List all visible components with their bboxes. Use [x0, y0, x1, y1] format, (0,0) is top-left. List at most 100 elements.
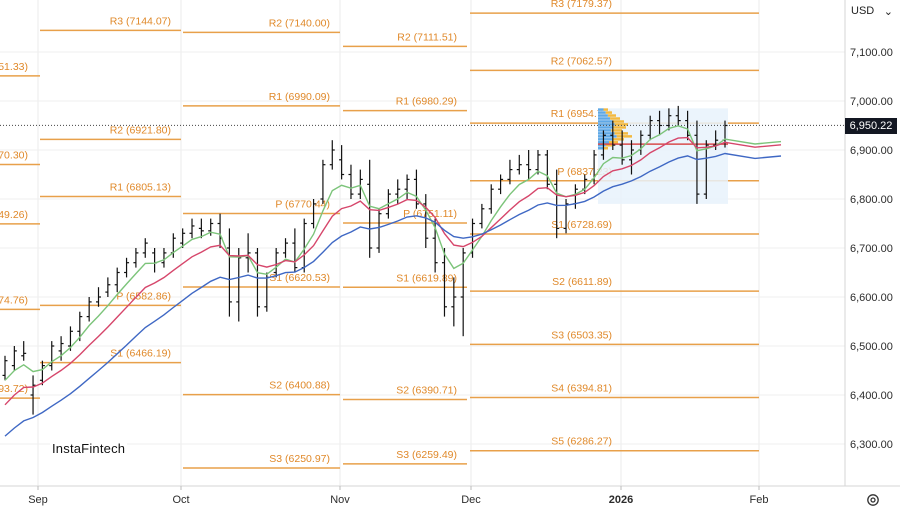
ohlc-bar	[526, 150, 532, 180]
ohlc-bar	[404, 174, 410, 199]
volume-profile-bar-buy	[607, 114, 616, 117]
pivot-label: 51.33)	[0, 61, 28, 73]
settings-gear-icon[interactable]	[866, 493, 880, 507]
moving-average-slow	[4, 152, 782, 437]
pivot-label: R3 (7144.07)	[110, 15, 171, 27]
ohlc-bar	[619, 130, 625, 165]
volume-profile-bar-sell	[598, 132, 615, 135]
y-tick-label: 7,000.00	[850, 96, 893, 108]
ohlc-bar	[39, 360, 45, 386]
ohlc-bar	[535, 150, 541, 175]
volume-profile-bar-sell	[598, 120, 613, 123]
x-tick-label: Nov	[330, 494, 350, 506]
ohlc-bar	[189, 218, 195, 239]
ohlc-bar	[357, 169, 363, 199]
volume-profile-bar-buy	[603, 147, 608, 150]
ohlc-bar	[507, 159, 513, 185]
pivot-label: S3 (6250.97)	[269, 453, 330, 465]
ohlc-bar	[441, 248, 447, 317]
chevron-down-icon: ⌄	[883, 5, 893, 18]
volume-profile-bar-buy	[612, 120, 624, 123]
ohlc-bar	[376, 208, 382, 253]
volume-profile-bar-sell	[598, 111, 606, 114]
y-tick-label: 6,800.00	[850, 194, 893, 206]
volume-profile-bar-buy	[614, 132, 628, 135]
ohlc-bar	[600, 130, 606, 160]
x-tick-label: 2026	[609, 494, 633, 506]
pivot-label: 74.76)	[0, 294, 28, 306]
ohlc-bar	[516, 154, 522, 175]
ohlc-bar	[254, 248, 260, 317]
moving-average-mid	[4, 136, 782, 406]
pivot-label: R2 (7062.57)	[551, 55, 612, 67]
x-tick-label: Feb	[750, 494, 769, 506]
pivot-label: 93.72)	[0, 383, 28, 395]
watermark-logo: InstaFintech	[50, 441, 128, 456]
x-tick-label: Oct	[172, 494, 189, 506]
ohlc-bar	[96, 287, 102, 307]
pivot-label: R2 (6921.80)	[110, 124, 171, 136]
ohlc-bar	[713, 130, 719, 150]
volume-profile-bar-buy	[616, 135, 632, 138]
volume-profile-bar-sell	[598, 144, 606, 147]
volume-profile-bar-buy	[605, 111, 612, 114]
ohlc-bar	[245, 233, 251, 273]
y-tick-label: 6,300.00	[850, 439, 893, 451]
currency-label: USD	[851, 5, 875, 17]
ohlc-bar	[311, 199, 317, 229]
y-axis-ticks: 7,100.00 7,000.00 6,900.00 6,800.00 6,700.00…	[850, 47, 893, 451]
ohlc-bar	[292, 228, 298, 273]
volume-profile-bar-buy	[613, 126, 626, 129]
ohlc-bar	[657, 110, 663, 136]
volume-profile-bar-sell	[598, 108, 604, 111]
volume-profile-bar-sell	[598, 147, 604, 150]
ohlc-bar	[124, 257, 130, 278]
x-axis-ticks: Sep Oct Nov Dec 2026 Feb	[28, 486, 768, 506]
ohlc-bar	[273, 248, 279, 278]
y-tick-label: 6,500.00	[850, 341, 893, 353]
ohlc-bar	[413, 169, 419, 209]
pivot-label: S3 (6259.49)	[396, 449, 457, 461]
pivot-label: P (6751.11)	[403, 208, 457, 220]
ohlc-bar	[694, 120, 700, 204]
pivot-label: S5 (6286.27)	[551, 436, 612, 448]
volume-profile-bar-buy	[611, 129, 622, 132]
volume-profile-bar-buy	[612, 138, 624, 141]
ohlc-bar	[180, 228, 186, 248]
moving-average-fast	[4, 125, 782, 381]
volume-profile-bar-buy	[614, 123, 628, 126]
ohlc-bar	[30, 375, 36, 415]
ohlc-bar	[348, 164, 354, 199]
volume-profile-bar-buy	[609, 141, 618, 144]
pivot-label: P (6770.44)	[275, 198, 330, 210]
pivot-label: 70.30)	[0, 150, 28, 162]
last-price-tag: 6,950.22	[845, 118, 897, 134]
ohlc-bar	[114, 267, 120, 293]
ohlc-bar	[554, 169, 560, 239]
pivot-label: R1 (6954.77)	[551, 108, 612, 120]
pivot-label: S3 (6503.35)	[551, 329, 612, 341]
ohlc-bar	[283, 238, 289, 258]
volume-profile-bar-buy	[605, 144, 612, 147]
ohlc-bar	[329, 140, 335, 170]
y-tick-label: 6,600.00	[850, 292, 893, 304]
volume-profile-bar-buy	[610, 117, 620, 120]
ohlc-bar	[675, 105, 681, 126]
ohlc-bar	[544, 150, 550, 190]
ohlc-bar	[236, 248, 242, 322]
ohlc-bar	[11, 346, 17, 371]
ohlc-bars	[2, 105, 728, 415]
currency-selector[interactable]: USD ⌄	[845, 2, 899, 20]
ohlc-bar	[133, 248, 139, 268]
ohlc-bar	[488, 184, 494, 214]
volume-profile-bar-sell	[598, 123, 615, 126]
pivot-label: R1 (6980.29)	[396, 96, 457, 108]
pivot-label: S2 (6400.88)	[269, 380, 330, 392]
volume-profile-bar-sell	[598, 114, 608, 117]
volume-profile-bar-sell	[598, 135, 617, 138]
ohlc-bar	[628, 140, 634, 175]
ohlc-bar	[339, 145, 345, 180]
ohlc-bar	[395, 179, 401, 204]
